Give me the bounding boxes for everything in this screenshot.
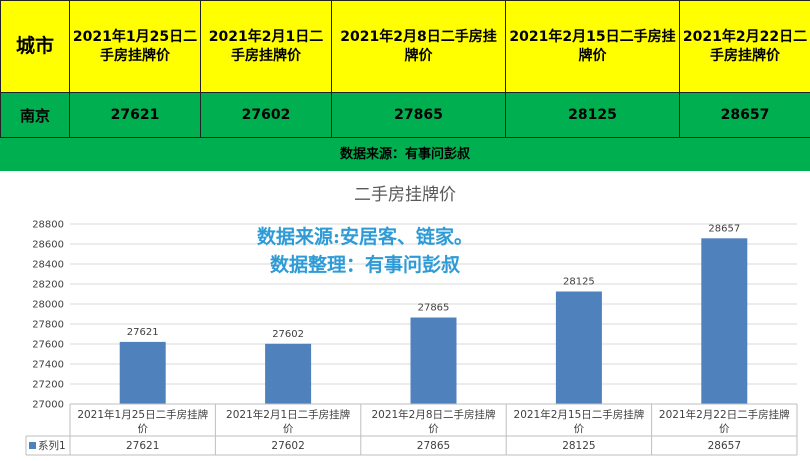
category-label-line2: 价 (574, 423, 585, 435)
category-label-line1: 2021年2月22日二手房挂牌 (659, 408, 790, 421)
bar (265, 343, 312, 404)
y-tick-label: 28600 (32, 240, 64, 251)
price-cell: 27865 (331, 92, 506, 138)
category-label-line1: 2021年2月8日二手房挂牌 (371, 408, 496, 421)
y-tick-label: 27600 (32, 340, 64, 351)
city-header: 城市 (0, 0, 70, 93)
data-table-value: 28657 (708, 440, 741, 452)
data-table-value: 27865 (417, 440, 450, 452)
price-cell: 27602 (200, 92, 332, 138)
category-label-line2: 价 (428, 423, 439, 435)
data-table-value: 28125 (562, 440, 595, 452)
date-header: 2021年2月22日二手房挂牌价 (679, 0, 810, 93)
y-tick-label: 28200 (32, 280, 64, 291)
data-table-value: 27602 (271, 440, 304, 452)
y-tick-label: 28800 (32, 220, 64, 231)
price-cell: 27621 (69, 92, 201, 138)
category-label-line2: 价 (283, 423, 294, 435)
city-cell: 南京 (0, 92, 70, 138)
bar (701, 238, 748, 404)
watermark-organizer: 数据整理：有事问彭叔 (269, 254, 460, 276)
chart-title: 二手房挂牌价 (354, 185, 456, 205)
price-cell: 28657 (679, 92, 810, 138)
category-label-line1: 2021年2月15日二手房挂牌 (514, 408, 645, 421)
data-label: 28657 (708, 223, 740, 234)
legend-label: 系列1 (38, 439, 66, 452)
category-label-line1: 2021年2月1日二手房挂牌 (226, 408, 351, 421)
y-tick-label: 27400 (32, 360, 64, 371)
category-label-line1: 2021年1月25日二手房挂牌 (77, 408, 208, 421)
category-label-line2: 价 (137, 423, 148, 435)
table-row: 南京 27621 27602 27865 28125 28657 (0, 92, 810, 138)
date-header: 2021年2月1日二手房挂牌价 (200, 0, 332, 93)
category-label-line2: 价 (719, 423, 730, 435)
y-tick-label: 27000 (32, 400, 64, 411)
legend-swatch (29, 442, 36, 449)
bar (555, 291, 602, 404)
data-label: 27621 (127, 327, 159, 338)
bar (119, 341, 166, 404)
data-label: 27865 (418, 303, 450, 314)
y-tick-label: 27200 (32, 380, 64, 391)
data-label: 28125 (563, 277, 595, 288)
table-header-row: 城市 2021年1月25日二手房挂牌价 2021年2月1日二手房挂牌价 2021… (0, 0, 810, 93)
price-table: 城市 2021年1月25日二手房挂牌价 2021年2月1日二手房挂牌价 2021… (0, 0, 810, 138)
chart-area (0, 171, 810, 461)
date-header: 2021年2月8日二手房挂牌价 (331, 0, 506, 93)
price-cell: 28125 (505, 92, 680, 138)
y-tick-label: 27800 (32, 320, 64, 331)
data-table-value: 27621 (126, 440, 159, 452)
y-tick-label: 28400 (32, 260, 64, 271)
data-label: 27602 (272, 329, 304, 340)
source-bar: 数据来源：有事问彭叔 (0, 138, 810, 171)
y-tick-label: 28000 (32, 300, 64, 311)
watermark-source: 数据来源:安居客、链家。 (256, 226, 473, 248)
bar (410, 317, 457, 404)
